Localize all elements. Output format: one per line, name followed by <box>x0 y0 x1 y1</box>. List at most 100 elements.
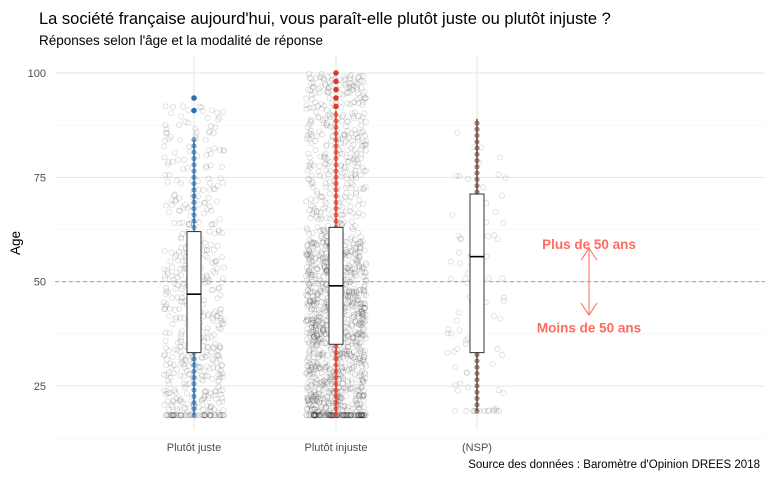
jitter-point <box>317 365 324 372</box>
jitter-point <box>318 334 325 341</box>
jitter-point <box>337 81 344 88</box>
jitter-point <box>318 380 325 387</box>
jitter-point <box>343 329 350 336</box>
jitter-point <box>456 260 463 267</box>
jitter-point <box>312 99 319 106</box>
jitter-point <box>304 242 311 249</box>
jitter-point <box>348 270 355 277</box>
jitter-point <box>359 99 366 106</box>
jitter-point <box>313 241 320 248</box>
jitter-point <box>500 297 507 304</box>
jitter-point <box>358 412 365 419</box>
jitter-point <box>352 318 359 325</box>
jitter-point <box>454 129 461 136</box>
jitter-point <box>313 396 320 403</box>
jitter-point <box>359 332 366 339</box>
jitter-point <box>318 352 325 359</box>
jitter-point <box>361 89 368 96</box>
jitter-point <box>213 313 220 320</box>
jitter-point <box>355 240 362 247</box>
jitter-point <box>178 294 185 301</box>
jitter-point <box>340 412 347 419</box>
jitter-point <box>357 245 364 252</box>
jitter-point <box>311 239 318 246</box>
jitter-point <box>362 305 369 312</box>
boxplot-1 <box>186 95 202 418</box>
jitter-point <box>308 118 315 125</box>
jitter-point <box>164 267 171 274</box>
jitter-point <box>220 147 227 154</box>
jitter-point <box>352 319 359 326</box>
jitter-point <box>217 367 224 374</box>
jitter-point <box>196 103 203 110</box>
jitter-point <box>318 294 325 301</box>
jitter-point <box>177 339 184 346</box>
jitter-point <box>310 262 317 269</box>
jitter-point <box>214 198 221 205</box>
jitter-point <box>306 230 313 237</box>
jitter-point <box>306 371 313 378</box>
jitter-point <box>304 401 311 408</box>
jitter-point <box>216 344 223 351</box>
jitter-point <box>337 202 344 209</box>
jitter-point <box>351 289 358 296</box>
jitter-point <box>355 263 362 270</box>
jitter-point <box>359 165 366 172</box>
jitter-point <box>344 333 351 340</box>
jitter-point <box>344 293 351 300</box>
jitter-point <box>362 183 369 190</box>
jitter-point <box>315 391 322 398</box>
jitter-point <box>338 220 345 227</box>
jitter-point <box>349 322 356 329</box>
jitter-point <box>307 196 314 203</box>
jitter-point <box>352 354 359 361</box>
jitter-point <box>493 408 500 415</box>
jitter-point <box>352 130 359 137</box>
jitter-point <box>341 412 348 419</box>
jitter-point <box>197 364 204 371</box>
jitter-point <box>306 136 313 143</box>
jitter-point <box>174 274 181 281</box>
jitter-point <box>305 258 312 265</box>
jitter-point <box>362 94 369 101</box>
jitter-point <box>311 412 318 419</box>
jitter-point <box>318 403 325 410</box>
jitter-point <box>317 375 324 382</box>
jitter-point <box>320 352 327 359</box>
jitter-point <box>358 330 365 337</box>
jitter-point <box>314 245 321 252</box>
jitter-point <box>308 75 315 82</box>
jitter-point <box>344 366 351 373</box>
jitter-point <box>340 375 347 382</box>
jitter-point <box>210 247 217 254</box>
jitter-point <box>324 378 331 385</box>
jitter-point <box>322 259 329 266</box>
jitter-point <box>310 334 317 341</box>
jitter-point <box>457 235 464 242</box>
jitter-point <box>326 369 333 376</box>
jitter-point <box>310 298 317 305</box>
jitter-point <box>163 412 170 419</box>
jitter-point <box>303 336 310 343</box>
jitter-point <box>214 351 221 358</box>
jitter-point <box>337 395 344 402</box>
jitter-point <box>356 329 363 336</box>
jitter-point <box>208 412 215 419</box>
jitter-point <box>309 178 316 185</box>
jitter-point <box>313 299 320 306</box>
jitter-point <box>310 412 317 419</box>
jitter-point <box>463 369 470 376</box>
jitter-point <box>195 364 202 371</box>
jitter-point <box>218 305 225 312</box>
jitter-point <box>360 348 367 355</box>
jitter-point <box>343 323 350 330</box>
jitter-point <box>356 320 363 327</box>
jitter-point <box>217 387 224 394</box>
jitter-point <box>304 362 311 369</box>
jitter-point <box>312 317 319 324</box>
jitter-point <box>360 316 367 323</box>
jitter-point <box>168 412 175 419</box>
jitter-point <box>310 80 317 87</box>
jitter-point <box>180 265 187 272</box>
jitter-point <box>347 407 354 414</box>
